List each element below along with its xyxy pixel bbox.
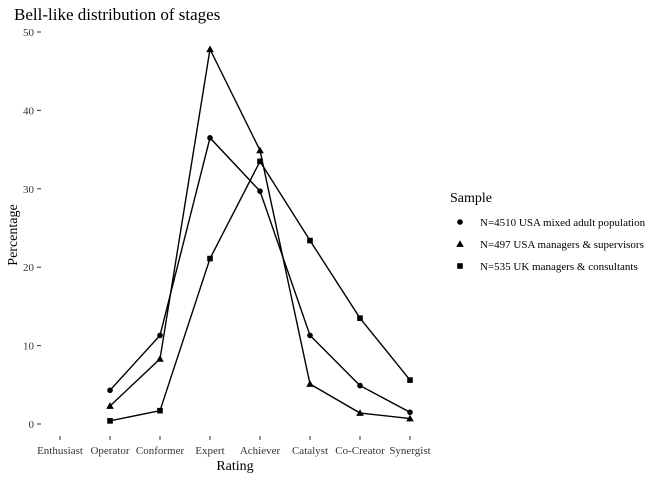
x-tick-label: Achiever: [240, 445, 281, 457]
legend-label-3: N=535 UK managers & consultants: [480, 261, 638, 273]
data-point-series-2: [156, 355, 164, 362]
x-tick-label: Conformer: [136, 445, 185, 457]
legend: Sample N=4510 USA mixed adult population…: [450, 191, 646, 273]
x-tick-label: Catalyst: [292, 445, 328, 457]
y-axis: 0 10 20 30 40 50: [23, 27, 41, 431]
x-tick-label: Operator: [90, 445, 129, 457]
data-point-series-3: [307, 237, 313, 244]
x-tick-label: Enthusiast: [37, 445, 83, 457]
chart-title: Bell-like distribution of stages: [14, 5, 220, 24]
legend-label-2: N=497 USA managers & supervisors: [480, 239, 644, 251]
y-tick-label: 10: [23, 341, 35, 353]
data-point-series-1: [157, 332, 163, 339]
data-point-series-1: [357, 382, 363, 389]
series-line-1: [109, 136, 411, 413]
series-line-2: [109, 46, 411, 420]
data-point-series-1: [207, 135, 213, 141]
data-point-series-2: [356, 409, 364, 416]
data-point-series-2: [306, 380, 314, 387]
y-tick-label: 30: [23, 184, 35, 196]
data-point-series-3: [407, 377, 413, 383]
y-axis-title: Percentage: [6, 204, 21, 265]
data-point-series-3: [257, 158, 263, 165]
data-point-series-3: [207, 255, 213, 262]
legend-title: Sample: [450, 191, 492, 206]
x-tick-label: Expert: [195, 445, 224, 457]
y-tick-label: 20: [23, 262, 35, 274]
x-axis: Enthusiast Operator Conformer Expert Achieve…: [37, 436, 431, 457]
legend-label-1: N=4510 USA mixed adult population: [480, 217, 646, 229]
data-point-series-2: [206, 45, 214, 53]
data-point-series-1: [107, 387, 113, 394]
data-point-series-2: [256, 146, 264, 154]
data-point-series-3: [157, 407, 163, 414]
x-axis-title: Rating: [216, 459, 253, 474]
data-point-series-1: [407, 409, 413, 416]
data-point-series-3: [107, 418, 113, 424]
series-lines: [109, 46, 411, 422]
y-tick-label: 40: [23, 105, 35, 117]
series-markers: [106, 45, 414, 424]
series-line-3: [109, 159, 411, 422]
legend-key-1: [457, 219, 463, 225]
data-point-series-1: [307, 332, 313, 339]
legend-key-2: [456, 240, 464, 247]
x-tick-label: Synergist: [389, 445, 430, 457]
data-point-series-2: [406, 414, 414, 422]
data-point-series-3: [357, 315, 363, 321]
data-point-series-1: [257, 188, 263, 194]
y-tick-label: 50: [23, 27, 35, 39]
x-tick-label: Co-Creator: [335, 445, 385, 457]
data-point-series-2: [106, 402, 114, 409]
legend-key-3: [457, 263, 463, 269]
y-tick-label: 0: [29, 419, 35, 431]
